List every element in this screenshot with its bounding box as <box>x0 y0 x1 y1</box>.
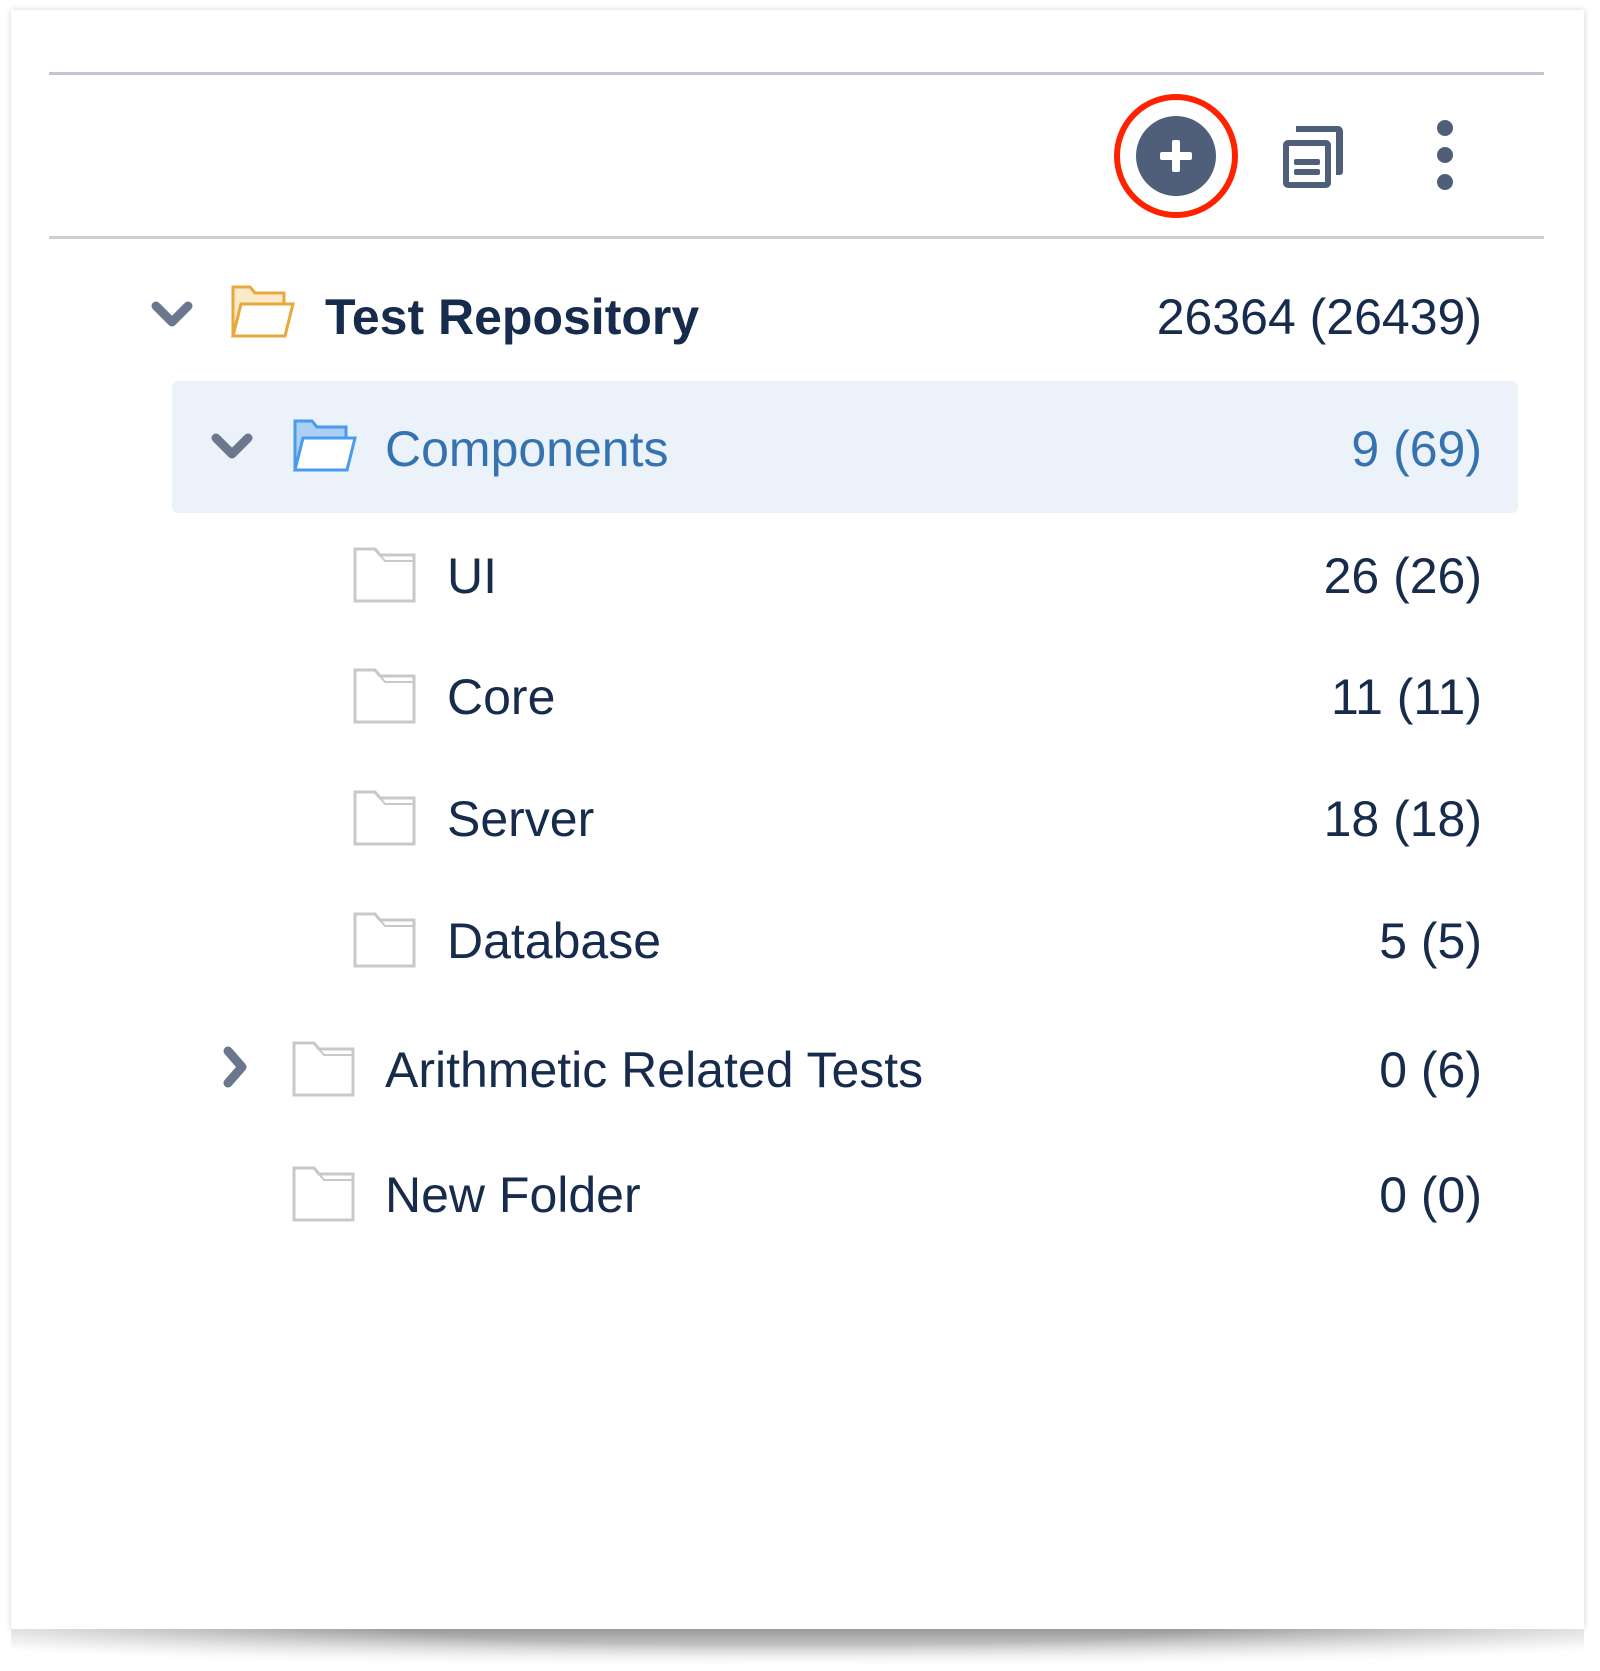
folder-open-icon <box>231 285 295 338</box>
folder-icon <box>292 1166 355 1222</box>
tree-item-label: New Folder <box>385 1167 641 1223</box>
tree-item-label: Server <box>447 791 595 847</box>
selected-row-background <box>172 381 1518 513</box>
tree-item-count: 0 (6) <box>1379 1042 1482 1098</box>
tree-root-test-repository[interactable]: Test Repository 26364 (26439) <box>0 282 1600 352</box>
test-repository-panel <box>11 10 1584 1629</box>
tree-item-server[interactable]: Server 18 (18) <box>0 784 1600 854</box>
tree-item-database[interactable]: Database 5 (5) <box>0 906 1600 976</box>
folder-icon <box>353 790 416 846</box>
tree-item-label: Arithmetic Related Tests <box>385 1042 924 1098</box>
panel-shadow <box>11 1629 1584 1669</box>
tree-item-components[interactable]: Components 9 (69) <box>0 414 1600 484</box>
tree-item-label: Database <box>447 913 662 969</box>
add-folder-button[interactable] <box>1136 116 1216 196</box>
chevron-down-icon[interactable] <box>150 300 194 332</box>
tree-item-label: UI <box>447 548 497 604</box>
folder-open-icon <box>293 419 357 472</box>
folder-icon <box>353 547 416 603</box>
tree-item-new-folder[interactable]: New Folder 0 (0) <box>0 1160 1600 1230</box>
tree-item-label: Core <box>447 669 556 725</box>
copy-document-icon <box>1283 126 1343 188</box>
tree-item-core[interactable]: Core 11 (11) <box>0 662 1600 732</box>
tree-item-count: 11 (11) <box>1330 669 1482 725</box>
tree-item-arithmetic-related-tests[interactable]: Arithmetic Related Tests 0 (6) <box>0 1035 1600 1105</box>
folder-icon <box>292 1041 355 1097</box>
more-options-button[interactable] <box>1430 114 1460 203</box>
copy-document-button[interactable] <box>1278 122 1348 197</box>
tree-item-count: 26364 (26439) <box>1156 289 1482 345</box>
chevron-right-icon[interactable] <box>220 1045 250 1089</box>
tree-item-ui[interactable]: UI 26 (26) <box>0 541 1600 611</box>
folder-icon <box>353 912 416 968</box>
tree-item-count: 0 (0) <box>1379 1167 1482 1223</box>
tree-item-label: Test Repository <box>325 289 700 345</box>
tree-item-count: 5 (5) <box>1379 913 1482 969</box>
folder-icon <box>353 668 416 724</box>
highlight-ring <box>1114 94 1238 218</box>
more-vertical-icon <box>1437 120 1453 190</box>
top-divider <box>49 72 1544 75</box>
chevron-down-icon[interactable] <box>210 432 254 464</box>
toolbar-divider <box>49 236 1544 239</box>
plus-icon <box>1160 140 1192 172</box>
tree-item-count: 9 (69) <box>1351 421 1482 477</box>
tree-item-label: Components <box>385 421 669 477</box>
tree-item-count: 26 (26) <box>1323 548 1482 604</box>
tree-item-count: 18 (18) <box>1323 791 1482 847</box>
